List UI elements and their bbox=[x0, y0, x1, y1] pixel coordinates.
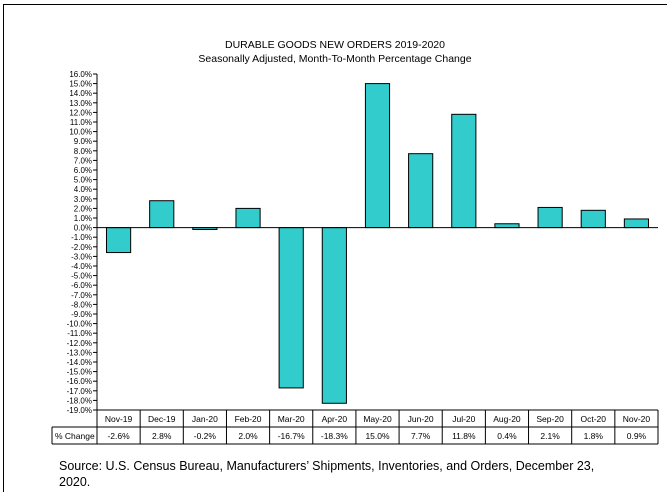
y-tick-label: 9.0% bbox=[74, 137, 92, 146]
y-tick-label: -16.0% bbox=[67, 377, 92, 386]
y-tick-label: -2.0% bbox=[71, 243, 92, 252]
value-label: 2.0% bbox=[238, 431, 258, 441]
y-tick-label: 8.0% bbox=[74, 147, 92, 156]
value-label: 7.7% bbox=[411, 431, 431, 441]
category-label: Oct-20 bbox=[581, 414, 607, 424]
y-tick-label: -10.0% bbox=[67, 320, 92, 329]
y-tick-label: -11.0% bbox=[67, 329, 92, 338]
y-tick-label: 11.0% bbox=[70, 118, 92, 127]
value-label: -16.7% bbox=[278, 431, 305, 441]
y-tick-label: -5.0% bbox=[71, 272, 92, 281]
bar-nov-20 bbox=[623, 218, 650, 229]
y-tick-label: 10.0% bbox=[69, 128, 92, 137]
bar-oct-20 bbox=[580, 209, 606, 229]
bar-jul-20 bbox=[451, 113, 477, 229]
value-label: -2.6% bbox=[107, 431, 130, 441]
chart-frame bbox=[3, 4, 667, 492]
y-tick-label: 0.0% bbox=[74, 224, 92, 233]
y-tick-label: 15.0% bbox=[69, 80, 92, 89]
y-tick-label: -12.0% bbox=[67, 339, 92, 348]
value-label: 15.0% bbox=[365, 431, 390, 441]
value-label: 11.8% bbox=[452, 431, 476, 441]
value-label: 0.9% bbox=[627, 431, 647, 441]
category-label: Sep-20 bbox=[536, 414, 564, 424]
value-label: 0.4% bbox=[497, 431, 517, 441]
value-label: -18.3% bbox=[321, 431, 348, 441]
value-label: -0.2% bbox=[194, 431, 217, 441]
bar-aug-20 bbox=[494, 223, 520, 229]
y-tick-label: -15.0% bbox=[67, 368, 92, 377]
y-tick-label: 12.0% bbox=[69, 108, 92, 117]
category-label: Dec-19 bbox=[148, 414, 176, 424]
y-tick-label: 5.0% bbox=[74, 176, 92, 185]
y-tick-label: -17.0% bbox=[67, 387, 92, 396]
y-tick-label: -3.0% bbox=[71, 252, 92, 261]
bar-apr-20 bbox=[321, 227, 347, 404]
y-tick-label: 3.0% bbox=[74, 195, 92, 204]
y-tick-label: -8.0% bbox=[71, 300, 92, 309]
category-label: Jan-20 bbox=[192, 414, 218, 424]
chart-title: DURABLE GOODS NEW ORDERS 2019-2020 bbox=[225, 39, 445, 51]
y-tick-label: 1.0% bbox=[74, 214, 92, 223]
category-label: Aug-20 bbox=[493, 414, 521, 424]
y-tick-label: 13.0% bbox=[69, 99, 92, 108]
y-tick-label: -9.0% bbox=[71, 310, 92, 319]
y-tick-label: -1.0% bbox=[71, 233, 92, 242]
category-label: Mar-20 bbox=[278, 414, 305, 424]
bar-mar-20 bbox=[278, 227, 304, 389]
y-tick-label: -13.0% bbox=[67, 348, 92, 357]
category-label: Nov-20 bbox=[623, 414, 651, 424]
y-tick-label: 7.0% bbox=[74, 156, 92, 165]
y-tick-label: -19.0% bbox=[67, 406, 92, 415]
table-series-label: % Change bbox=[55, 431, 95, 441]
value-label: 2.8% bbox=[152, 431, 172, 441]
y-tick-label: 16.0% bbox=[69, 70, 92, 79]
bar-may-20 bbox=[364, 83, 391, 229]
category-label: Nov-19 bbox=[105, 414, 133, 424]
category-label: May-20 bbox=[363, 414, 392, 424]
category-label: Feb-20 bbox=[235, 414, 262, 424]
y-tick-label: -14.0% bbox=[67, 358, 92, 367]
y-tick-label: 6.0% bbox=[74, 166, 92, 175]
bar-feb-20 bbox=[235, 207, 261, 229]
value-label: 2.1% bbox=[540, 431, 560, 441]
chart-subtitle: Seasonally Adjusted, Month-To-Month Perc… bbox=[198, 53, 472, 65]
y-tick-label: 4.0% bbox=[74, 185, 92, 194]
category-label: Jul-20 bbox=[452, 414, 475, 424]
value-label: 1.8% bbox=[584, 431, 604, 441]
bar-sep-20 bbox=[537, 206, 563, 229]
y-tick-label: -4.0% bbox=[71, 262, 92, 271]
y-tick-label: -7.0% bbox=[71, 291, 92, 300]
category-label: Jun-20 bbox=[408, 414, 434, 424]
y-tick-label: -6.0% bbox=[71, 281, 92, 290]
y-tick-label: 2.0% bbox=[74, 204, 92, 213]
bar-nov-19 bbox=[105, 227, 132, 254]
category-label: Apr-20 bbox=[322, 414, 348, 424]
y-tick-label: 14.0% bbox=[69, 89, 92, 98]
source-note: Source: U.S. Census Bureau, Manufacturer… bbox=[59, 459, 595, 489]
y-tick-label: -18.0% bbox=[67, 396, 92, 405]
bar-dec-19 bbox=[149, 200, 175, 229]
bar-jun-20 bbox=[408, 153, 434, 229]
